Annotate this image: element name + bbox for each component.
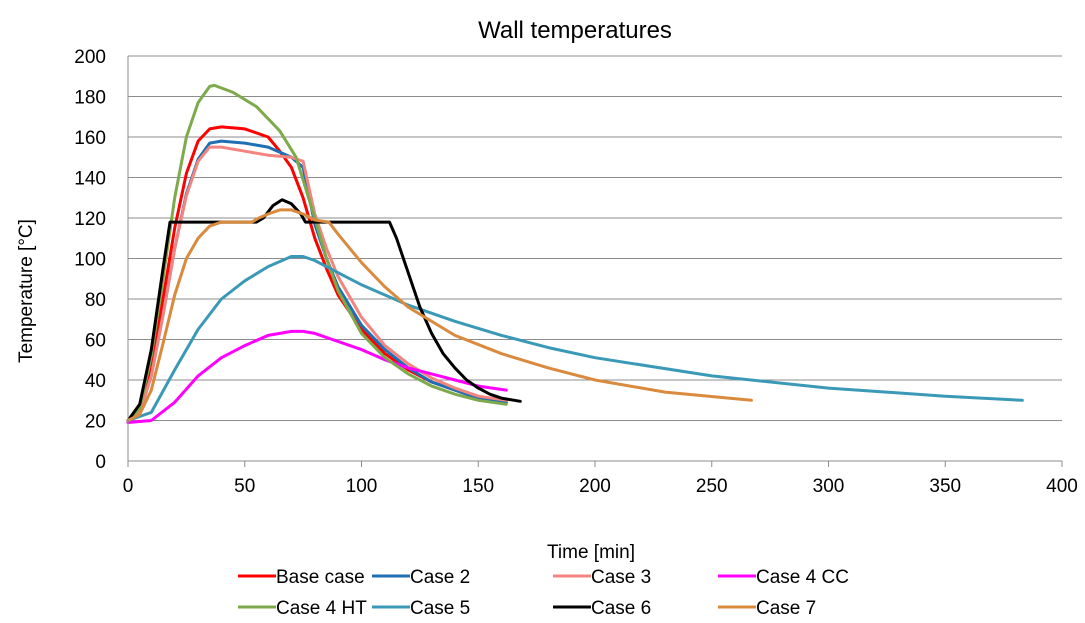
series-line-case-4-cc <box>126 329 508 424</box>
y-tick-label: 0 <box>95 452 106 473</box>
y-tick-label: 200 <box>74 47 106 68</box>
y-tick-label: 100 <box>74 250 106 271</box>
legend: Base case Case 2 Case 3 Case 4 CC Case 4 HT C… <box>238 567 849 619</box>
legend-label-base-case: Base case <box>276 567 365 588</box>
series-line-case-7 <box>126 208 753 422</box>
y-tick-labels: 0 20 40 60 80 100 120 140 160 180 200 <box>74 47 106 473</box>
x-tick-label: 200 <box>579 476 611 497</box>
x-tick-label: 50 <box>234 476 255 497</box>
y-tick-label: 60 <box>85 331 106 352</box>
series-line-case-6 <box>126 198 522 422</box>
x-tick-label: 400 <box>1046 476 1078 497</box>
chart-title: Wall temperatures <box>478 17 672 44</box>
legend-label-case-4-cc: Case 4 CC <box>756 567 849 588</box>
legend-label-case-2: Case 2 <box>410 567 470 588</box>
y-tick-label: 20 <box>85 412 106 433</box>
series-line-case-5 <box>126 255 1024 422</box>
gridlines <box>128 55 1062 421</box>
series-line-base-case <box>126 125 508 422</box>
y-tick-label: 40 <box>85 371 106 392</box>
y-tick-label: 140 <box>74 169 106 190</box>
y-tick-label: 160 <box>74 128 106 149</box>
series-lines <box>126 83 1024 424</box>
legend-label-case-5: Case 5 <box>410 598 470 619</box>
x-tick-label: 100 <box>346 476 378 497</box>
y-tick-label: 80 <box>85 290 106 311</box>
y-axis-title: Temperature [°C] <box>16 219 37 363</box>
x-axis-title: Time [min] <box>547 542 635 563</box>
x-tick-label: 250 <box>696 476 728 497</box>
x-tick-labels: 0 50 100 150 200 250 300 350 400 <box>123 476 1078 497</box>
y-tick-label: 120 <box>74 209 106 230</box>
legend-label-case-4-ht: Case 4 HT <box>276 598 367 619</box>
x-tick-label: 150 <box>462 476 494 497</box>
x-tick-label: 300 <box>813 476 845 497</box>
x-tick-label: 350 <box>929 476 961 497</box>
axes <box>127 56 1063 467</box>
series-line-case-4-ht <box>126 83 508 422</box>
legend-label-case-7: Case 7 <box>756 598 816 619</box>
legend-label-case-3: Case 3 <box>591 567 651 588</box>
y-tick-label: 180 <box>74 88 106 109</box>
x-tick-label: 0 <box>123 476 134 497</box>
legend-label-case-6: Case 6 <box>591 598 651 619</box>
